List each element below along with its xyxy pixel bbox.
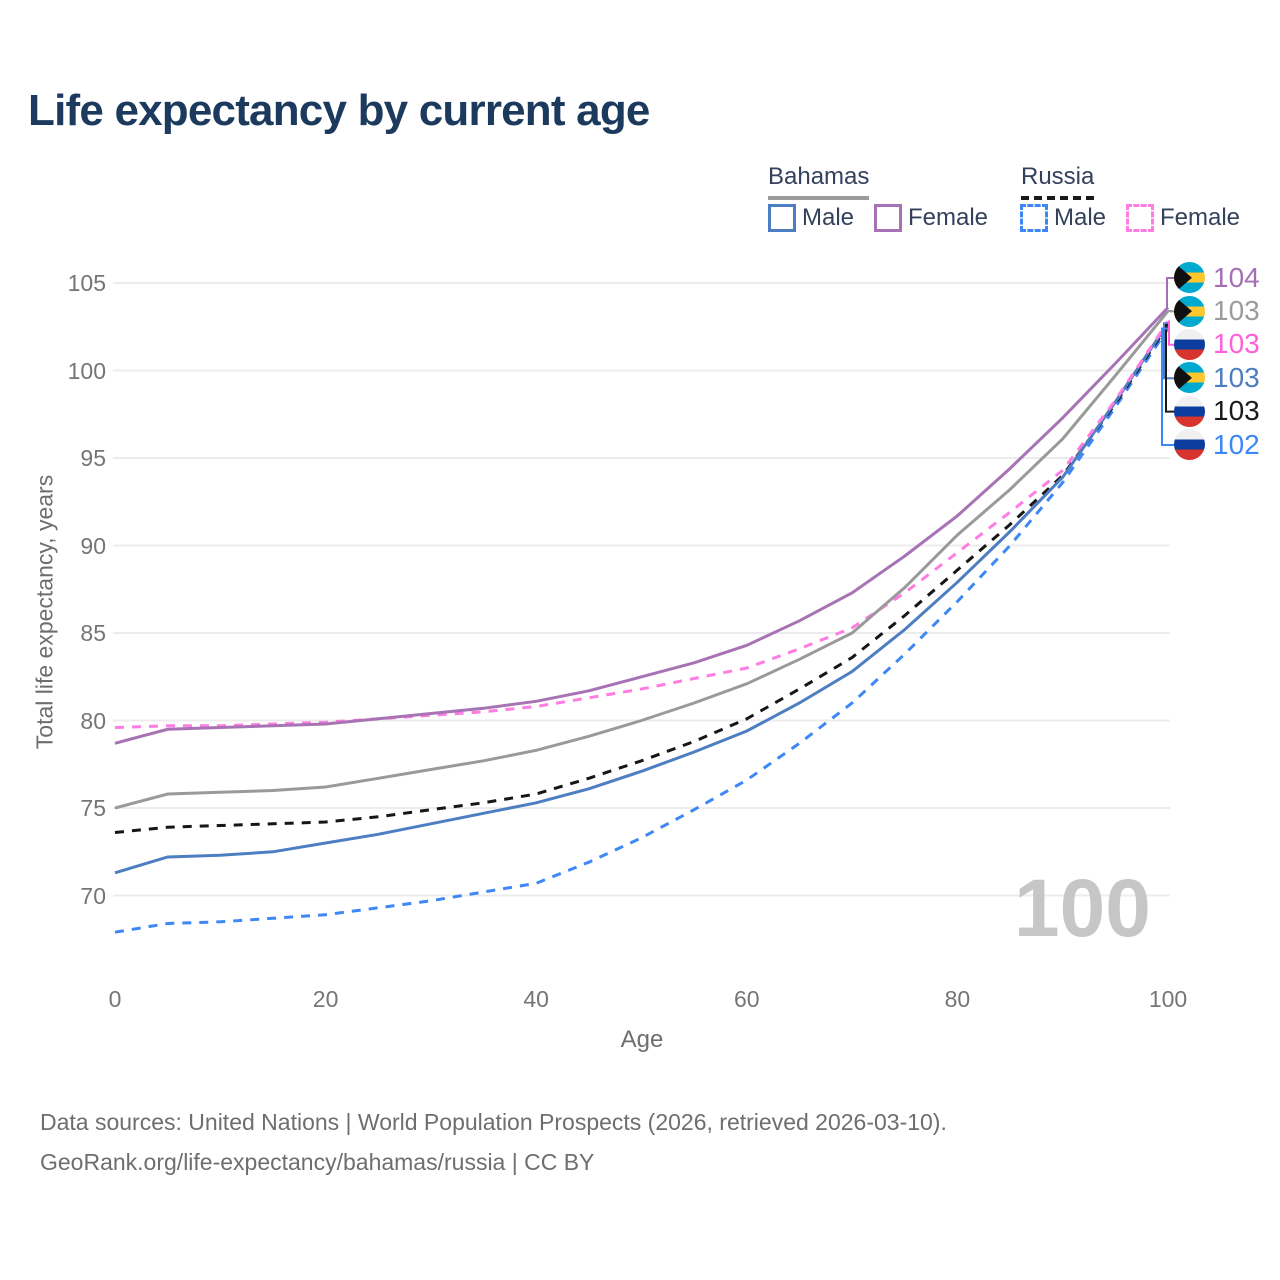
x-tick-label: 60 bbox=[734, 986, 760, 1012]
leader-line bbox=[1166, 277, 1176, 309]
x-tick-label: 20 bbox=[312, 986, 339, 1012]
legend-label: Male bbox=[1054, 204, 1107, 231]
leader-line bbox=[1165, 324, 1176, 413]
russia-flag-icon bbox=[1174, 328, 1205, 360]
attribution-link[interactable]: GeoRank.org/life-expectancy/bahamas/russ… bbox=[40, 1149, 595, 1175]
life-expectancy-end-value: 104 bbox=[1213, 261, 1260, 293]
y-tick-label: 80 bbox=[80, 707, 106, 734]
data-sources-text: Data sources: United Nations | World Pop… bbox=[40, 1109, 947, 1135]
y-tick-label: 70 bbox=[80, 882, 106, 909]
x-axis-title: Age bbox=[620, 1026, 664, 1053]
bahamas-flag-icon bbox=[1174, 262, 1205, 294]
legend-label: Female bbox=[1160, 204, 1241, 231]
current-age-watermark: 100 bbox=[1014, 863, 1151, 954]
page-title: Life expectancy by current age bbox=[28, 86, 650, 135]
series-line-russia-both-sexes[interactable] bbox=[114, 324, 1170, 834]
life-expectancy-end-value: 103 bbox=[1213, 295, 1260, 327]
series-end-label-row: 103 bbox=[1174, 328, 1260, 361]
bahamas-male-swatch-icon bbox=[768, 204, 796, 232]
legend-label: Male bbox=[802, 204, 855, 231]
legend-russia-female[interactable]: Female bbox=[1126, 204, 1240, 232]
series-end-label-row: 103 bbox=[1174, 395, 1260, 428]
series-line-bahamas-both-sexes[interactable] bbox=[114, 310, 1170, 810]
legend-group-bahamas[interactable]: Bahamas bbox=[768, 163, 870, 200]
russia-female-swatch-icon bbox=[1126, 204, 1154, 232]
russia-flag-icon bbox=[1174, 429, 1205, 461]
bahamas-flag-icon bbox=[1174, 295, 1205, 327]
legend-label: Female bbox=[908, 204, 989, 231]
leader-line bbox=[1161, 327, 1176, 446]
life-expectancy-end-value: 103 bbox=[1213, 395, 1260, 427]
life-expectancy-end-value: 102 bbox=[1213, 428, 1260, 460]
series-line-bahamas-male[interactable] bbox=[114, 322, 1170, 875]
bahamas-female-swatch-icon bbox=[874, 204, 902, 232]
life-expectancy-end-value: 103 bbox=[1213, 328, 1260, 360]
y-tick-label: 95 bbox=[80, 445, 106, 471]
series-end-label-row: 103 bbox=[1174, 294, 1260, 327]
x-tick-label: 0 bbox=[108, 986, 122, 1012]
series-end-label-row: 102 bbox=[1174, 428, 1260, 461]
russia-flag-icon bbox=[1174, 395, 1205, 427]
x-tick-label: 100 bbox=[1148, 986, 1188, 1012]
series-end-label-row: 103 bbox=[1174, 361, 1260, 394]
legend-bahamas-male[interactable]: Male bbox=[768, 204, 854, 232]
bahamas-flag-icon bbox=[1174, 362, 1205, 394]
legend-bahamas-female[interactable]: Female bbox=[874, 204, 988, 232]
x-tick-label: 40 bbox=[523, 986, 549, 1012]
series-line-russia-female[interactable] bbox=[114, 320, 1170, 729]
leader-line bbox=[1168, 320, 1176, 346]
life-expectancy-end-value: 103 bbox=[1213, 361, 1260, 393]
russia-male-swatch-icon bbox=[1020, 204, 1048, 232]
series-line-bahamas-female[interactable] bbox=[114, 306, 1170, 745]
series-line-russia-male[interactable] bbox=[114, 327, 1170, 934]
y-tick-label: 85 bbox=[80, 620, 106, 646]
y-tick-label: 105 bbox=[67, 270, 106, 296]
legend-russia-male[interactable]: Male bbox=[1020, 204, 1106, 232]
series-end-label-row: 104 bbox=[1174, 261, 1260, 294]
legend-group-russia[interactable]: Russia bbox=[1021, 163, 1095, 200]
y-tick-label: 90 bbox=[80, 532, 106, 559]
x-tick-label: 80 bbox=[944, 986, 971, 1012]
leader-line bbox=[1163, 322, 1176, 380]
y-tick-label: 75 bbox=[80, 795, 106, 821]
y-tick-label: 100 bbox=[67, 357, 106, 384]
series-end-labels: 104 103 103 103 103 102 bbox=[1174, 261, 1260, 461]
